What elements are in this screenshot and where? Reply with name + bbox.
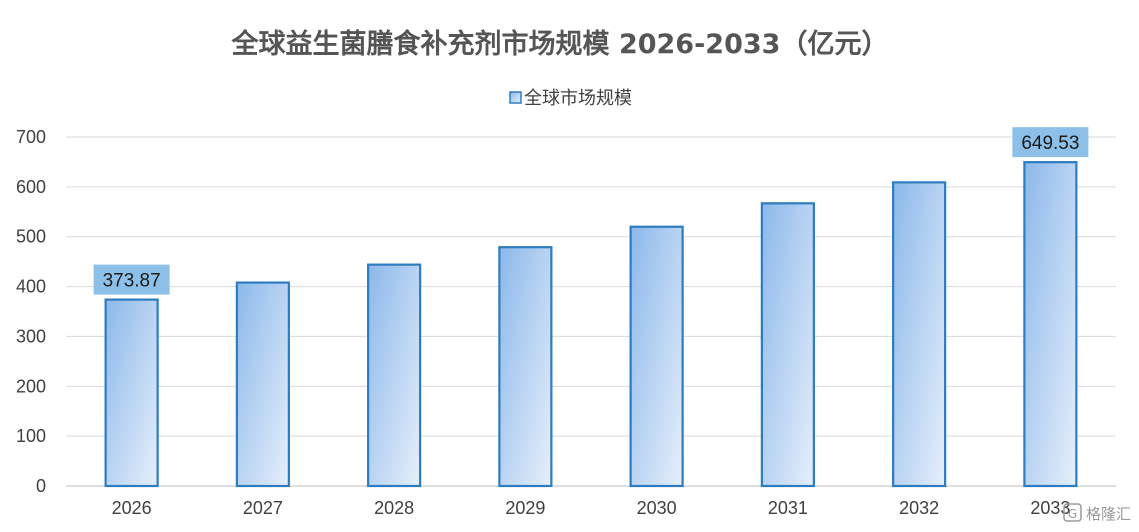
x-tick-label: 2027 [243, 498, 283, 518]
bars [104, 161, 1078, 488]
gelonghui-logo-icon: G [1063, 503, 1082, 522]
bar-2029 [498, 246, 553, 488]
legend: 全球市场规模 [509, 88, 632, 109]
y-tick-label: 400 [16, 277, 46, 297]
y-tick-label: 500 [16, 227, 46, 247]
watermark-text: 格隆汇 [1086, 505, 1131, 523]
x-axis-ticks: 2026 2027 2028 2029 2030 2031 2032 2033 [112, 498, 1071, 518]
data-label-box [93, 264, 170, 295]
y-tick-label: 600 [16, 177, 46, 197]
watermark: G 格隆汇 [1063, 503, 1131, 523]
data-labels: 373.87 649.53 [93, 127, 1089, 295]
y-tick-label: 200 [16, 376, 46, 396]
data-label: 373.87 [103, 271, 161, 292]
x-tick-label: 2029 [505, 498, 545, 518]
bar-2030 [629, 225, 684, 488]
gridlines [66, 136, 1116, 487]
y-tick-label: 100 [16, 426, 46, 446]
bar-2028 [367, 263, 422, 488]
y-tick-label: 300 [16, 326, 46, 346]
x-tick-label: 2030 [637, 498, 677, 518]
x-tick-label: 2026 [112, 498, 152, 518]
y-tick-label: 700 [16, 127, 46, 147]
chart-title: 全球益生菌膳食补充剂市场规模 2026-2033（亿元） [231, 28, 889, 60]
bar-2032 [892, 181, 947, 488]
data-label: 649.53 [1021, 133, 1079, 154]
svg-text:G: G [1068, 507, 1077, 521]
bar-2033 [1023, 161, 1078, 488]
x-tick-label: 2031 [768, 498, 808, 518]
y-axis-ticks: 0 100 200 300 400 500 600 700 [16, 127, 46, 496]
legend-swatch [509, 91, 522, 104]
bar-2031 [760, 202, 815, 488]
x-tick-label: 2033 [1030, 498, 1070, 518]
x-tick-label: 2028 [374, 498, 414, 518]
data-label-box [1012, 127, 1089, 158]
bar-2026 [104, 298, 159, 488]
y-tick-label: 0 [36, 476, 46, 496]
bar-2027 [235, 281, 290, 488]
legend-label: 全球市场规模 [524, 88, 632, 109]
x-tick-label: 2032 [899, 498, 939, 518]
